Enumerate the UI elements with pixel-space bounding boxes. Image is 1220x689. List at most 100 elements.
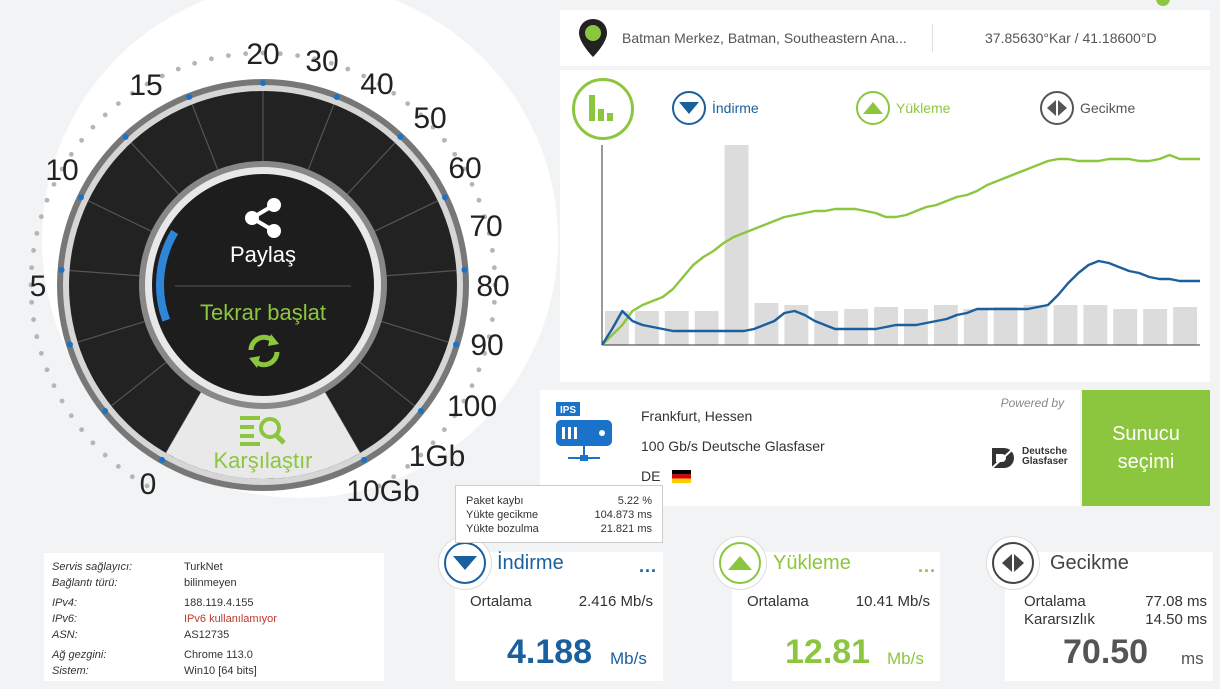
latency-title: Gecikme bbox=[1050, 552, 1129, 574]
gauge-tick-dot bbox=[345, 66, 351, 72]
latency-bar bbox=[993, 307, 1018, 345]
gauge-scale-label: 1Gb bbox=[409, 440, 466, 473]
gauge-scale-label: 80 bbox=[476, 270, 509, 303]
status-dot bbox=[1156, 0, 1170, 6]
upload-more-button[interactable]: ... bbox=[918, 556, 937, 576]
gauge-scale-label: 0 bbox=[140, 468, 157, 501]
gauge-tick-dot bbox=[391, 474, 397, 480]
download-avg-value: 2.416 Mb/s bbox=[578, 593, 653, 610]
gauge-tick-dot bbox=[115, 463, 121, 469]
upload-arrow-icon bbox=[719, 542, 761, 584]
gauge-scale-label: 5 bbox=[30, 270, 47, 303]
gauge-tick-marker bbox=[159, 456, 165, 463]
latency-bar bbox=[904, 309, 928, 345]
gauge-tick-dot bbox=[461, 398, 467, 404]
gauge-tick-dot bbox=[59, 166, 65, 172]
gauge-tick-dot bbox=[430, 440, 436, 446]
gauge-tick-dot bbox=[482, 214, 488, 220]
latency-bar bbox=[1143, 309, 1168, 345]
latency-bar bbox=[963, 309, 988, 345]
gauge-tick-dot bbox=[418, 112, 424, 118]
gauge-segment-divider bbox=[87, 200, 157, 235]
gauge-center bbox=[152, 174, 374, 396]
gauge-tick-dot bbox=[405, 101, 411, 107]
legend-upload[interactable]: Yükleme bbox=[856, 91, 950, 125]
latency-icon-badge bbox=[986, 536, 1040, 590]
gauge-scale-label: 40 bbox=[360, 68, 393, 101]
gauge-tick-dot bbox=[486, 334, 492, 340]
gauge-tick-marker bbox=[260, 80, 266, 86]
refresh-icon[interactable] bbox=[243, 330, 285, 372]
browser-value: Chrome 113.0 bbox=[184, 649, 253, 661]
asn-label: ASN: bbox=[52, 629, 78, 641]
packet-loss-value: 5.22 % bbox=[617, 495, 652, 507]
jitter-label: Kararsızlık bbox=[1024, 611, 1095, 628]
gauge-tick-dot bbox=[452, 151, 458, 157]
compare-button[interactable]: Karşılaştır bbox=[213, 448, 313, 473]
latency-bar bbox=[664, 311, 689, 345]
gauge-tick-marker bbox=[417, 407, 424, 414]
gauge-segment-divider bbox=[375, 319, 449, 343]
gauge-tick-dot bbox=[68, 151, 74, 157]
loaded-latency-label: Yükte gecikme bbox=[466, 509, 539, 521]
gauge-tick-dot bbox=[469, 181, 475, 187]
latency-bar bbox=[1083, 305, 1108, 345]
download-speed-unit: Mb/s bbox=[610, 649, 647, 668]
gauge-scale-label: 20 bbox=[246, 38, 279, 71]
tooltip-row: Yükte gecikme 104.873 ms bbox=[466, 508, 652, 522]
ipv4-label: IPv4: bbox=[52, 597, 78, 609]
gauge-tick-dot bbox=[129, 90, 135, 96]
gauge-scale-label: 60 bbox=[448, 152, 481, 185]
gauge-tick-dot bbox=[38, 214, 44, 220]
speed-chart bbox=[600, 145, 1200, 346]
gauge-tick-dot bbox=[115, 101, 121, 107]
connection-info: Servis sağlayıcı: TurkNet Bağlantı türü: b… bbox=[44, 553, 384, 681]
provider-logo: Deutsche Glasfaser bbox=[990, 444, 1070, 470]
gauge-scale-label: 30 bbox=[305, 45, 338, 78]
gauge-tick-dot bbox=[175, 66, 181, 72]
system-value: Win10 [64 bits] bbox=[184, 665, 257, 677]
restart-button[interactable]: Tekrar başlat bbox=[200, 300, 326, 325]
bar-chart-icon bbox=[589, 95, 613, 121]
gauge-segment-divider bbox=[354, 358, 416, 407]
gauge-tick-dot bbox=[490, 248, 495, 253]
gauge-tick-dot bbox=[51, 383, 57, 389]
compare-icon[interactable] bbox=[240, 414, 286, 446]
share-icon[interactable] bbox=[242, 196, 286, 240]
gauge-tick-dot bbox=[391, 90, 397, 96]
gauge-tick-marker bbox=[441, 194, 448, 201]
gauge-tick-dot bbox=[476, 197, 482, 203]
gauge-tick-dot bbox=[34, 334, 40, 340]
legend-latency[interactable]: Gecikme bbox=[1040, 91, 1135, 125]
chart-toggle-button[interactable] bbox=[572, 78, 634, 140]
latency-bar bbox=[933, 305, 958, 345]
gauge-tick-marker bbox=[122, 133, 129, 140]
ipv4-value: 188.119.4.155 bbox=[184, 597, 254, 609]
latency-bar bbox=[1053, 305, 1078, 345]
gauge-tick-dot bbox=[418, 452, 424, 458]
gauge-segment-divider bbox=[130, 142, 184, 199]
latency-result-card: Gecikme Ortalama 77.08 ms Kararsızlık 14… bbox=[1005, 552, 1213, 681]
ipv6-label: IPv6: bbox=[52, 613, 78, 625]
gauge-tick-dot bbox=[461, 166, 467, 172]
gauge-segment-divider bbox=[77, 319, 151, 343]
server-select-button[interactable]: Sunucu seçimi bbox=[1082, 390, 1210, 506]
gauge-segment-divider bbox=[110, 358, 172, 407]
share-button[interactable]: Paylaş bbox=[229, 242, 297, 267]
latency-value: 70.50 bbox=[1063, 633, 1149, 671]
upload-avg-value: 10.41 Mb/s bbox=[855, 593, 930, 610]
gauge-scale-label: 90 bbox=[470, 329, 503, 362]
gauge-tick-dot bbox=[90, 440, 96, 446]
speed-gauge: 0 5 10 15 20 30 40 50 60 70 80 90 100 1Gb 10Gb Paylaş … bbox=[0, 0, 560, 540]
ips-label: IPS bbox=[560, 405, 576, 416]
gauge-tick-dot bbox=[492, 282, 498, 288]
download-more-button[interactable]: ... bbox=[639, 556, 658, 576]
download-speed-value: 4.188 bbox=[507, 633, 593, 671]
gauge-tick-dot bbox=[68, 413, 74, 419]
gauge-tick-dot bbox=[102, 452, 108, 458]
gauge-tick-marker bbox=[397, 133, 404, 140]
legend-download[interactable]: İndirme bbox=[672, 91, 759, 125]
gauge-tick-dot bbox=[208, 56, 214, 62]
gauge-tick-dot bbox=[44, 197, 50, 203]
gauge-tick-dot bbox=[29, 299, 35, 305]
